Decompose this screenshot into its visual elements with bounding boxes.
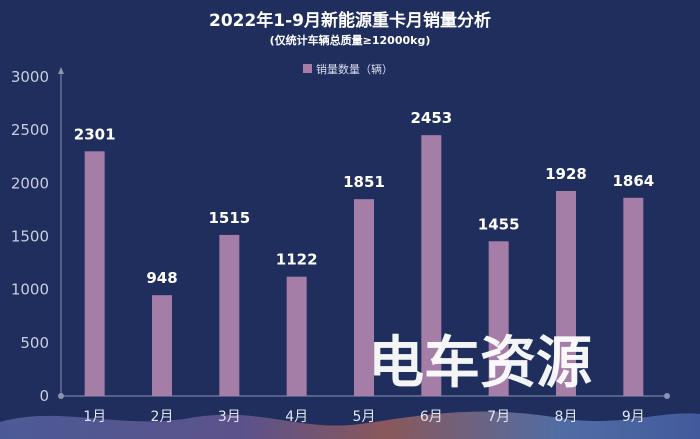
x-axis-origin-dot — [58, 393, 64, 399]
bar-value-label: 1122 — [276, 251, 318, 269]
x-tick-label: 6月 — [420, 409, 443, 425]
bar[interactable] — [556, 190, 576, 396]
bar-value-label: 1515 — [208, 209, 250, 227]
x-tick-label: 9月 — [622, 409, 645, 425]
bottom-wave-decoration — [0, 411, 700, 439]
data-labels: 2301 948 1515 1122 1851 2453 1455 1928 1864 — [74, 109, 654, 287]
x-axis-end-dot — [664, 393, 670, 399]
bar-value-label: 1928 — [545, 165, 587, 183]
y-tick-label: 1500 — [11, 228, 49, 246]
bar-value-label: 948 — [146, 269, 177, 287]
y-tick-label: 2000 — [11, 174, 49, 192]
x-tick-label: 2月 — [151, 409, 174, 425]
watermark-logo: 电车资源 — [368, 331, 592, 396]
y-tick-label: 2500 — [11, 121, 49, 139]
bar[interactable] — [286, 276, 307, 396]
bar[interactable] — [488, 241, 509, 396]
y-tick-label: 3000 — [11, 68, 49, 86]
bars — [84, 135, 644, 396]
x-tick-label: 3月 — [218, 409, 241, 425]
bar[interactable] — [152, 295, 172, 396]
x-ticks: 1月 2月 3月 4月 5月 6月 7月 8月 9月 — [83, 409, 645, 425]
y-ticks: 0 500 1000 1500 2000 2500 3000 — [11, 68, 49, 405]
bar[interactable] — [623, 197, 644, 396]
legend-swatch — [303, 64, 312, 73]
bar[interactable] — [354, 199, 374, 396]
bar-value-label: 1455 — [478, 215, 520, 233]
legend-label: 销量数量（辆） — [316, 62, 393, 76]
x-tick-label: 4月 — [285, 409, 308, 425]
x-tick-label: 1月 — [83, 409, 106, 425]
y-tick-label: 1000 — [11, 281, 49, 299]
y-tick-label: 0 — [39, 387, 49, 405]
y-tick-label: 500 — [20, 334, 49, 352]
x-tick-label: 8月 — [555, 409, 578, 425]
y-axis-arrow — [58, 67, 64, 74]
bar[interactable] — [219, 234, 240, 396]
bar-value-label: 2301 — [74, 125, 116, 143]
bar-value-label: 1851 — [343, 173, 385, 191]
x-tick-label: 5月 — [353, 409, 376, 425]
bar[interactable] — [421, 135, 442, 396]
bar-value-label: 2453 — [410, 109, 452, 127]
chart-title: 2022年1-9月新能源重卡月销量分析 — [209, 10, 491, 31]
bar[interactable] — [84, 151, 105, 396]
chart-subtitle: (仅统计车辆总质量≥12000kg) — [270, 33, 431, 47]
x-tick-label: 7月 — [487, 409, 510, 425]
legend[interactable]: 销量数量（辆） — [303, 62, 393, 76]
bar-value-label: 1864 — [612, 172, 654, 190]
